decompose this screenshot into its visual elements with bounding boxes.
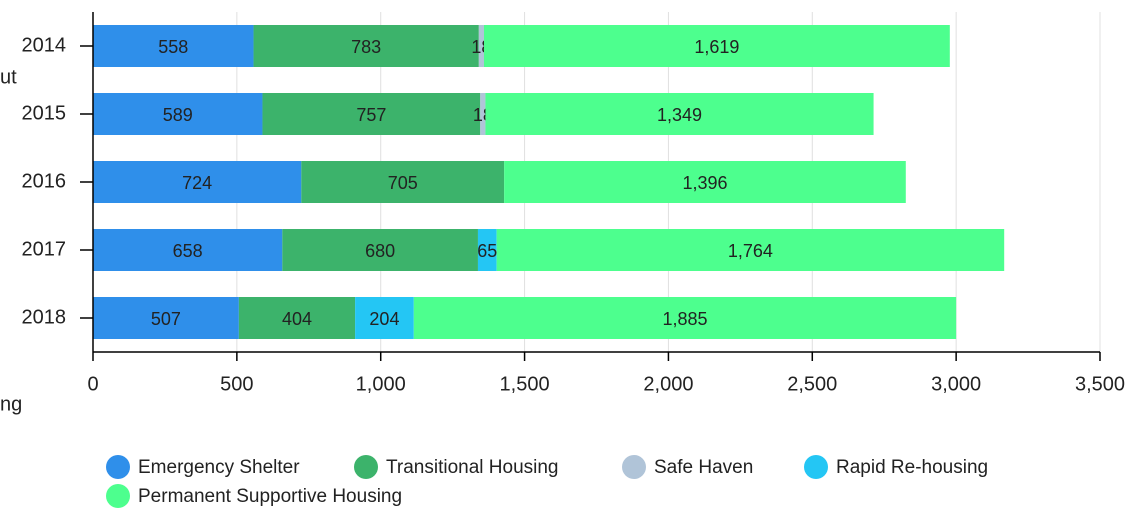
x-tick-label: 0 bbox=[87, 373, 98, 395]
bar-segment bbox=[485, 93, 874, 135]
data-label: 658 bbox=[173, 241, 203, 261]
bar-segment bbox=[496, 229, 1005, 271]
x-tick-label: 1,500 bbox=[500, 373, 550, 395]
bar-segment bbox=[504, 161, 906, 203]
bar-segment bbox=[413, 297, 957, 339]
x-tick-label: 500 bbox=[220, 373, 253, 395]
data-label: 1,619 bbox=[694, 37, 739, 57]
legend-swatch bbox=[622, 455, 646, 479]
legend-label: Transitional Housing bbox=[386, 457, 559, 478]
bar-segment bbox=[355, 297, 414, 339]
bar-segment bbox=[262, 93, 481, 135]
legend-label: Rapid Re-housing bbox=[836, 457, 988, 478]
legend-label: Emergency Shelter bbox=[138, 457, 300, 478]
annotation: ng bbox=[0, 393, 22, 415]
data-label: 705 bbox=[388, 173, 418, 193]
y-tick-label: 2016 bbox=[22, 170, 67, 192]
bar-segment bbox=[93, 25, 254, 67]
data-label: 757 bbox=[356, 105, 386, 125]
bar-segment bbox=[484, 25, 950, 67]
legend-label: Safe Haven bbox=[654, 457, 753, 478]
legend-swatch bbox=[106, 455, 130, 479]
data-label: 680 bbox=[365, 241, 395, 261]
x-tick-label: 3,500 bbox=[1075, 373, 1125, 395]
x-tick-label: 1,000 bbox=[356, 373, 406, 395]
data-label: 558 bbox=[158, 37, 188, 57]
y-tick-label: 2014 bbox=[22, 34, 67, 56]
data-label: 783 bbox=[351, 37, 381, 57]
legend-swatch bbox=[106, 484, 130, 508]
bar-segment bbox=[480, 93, 486, 135]
bar-segment bbox=[282, 229, 478, 271]
annotation: ut bbox=[0, 66, 17, 88]
bar-segment bbox=[477, 229, 497, 271]
bar-segment bbox=[93, 93, 263, 135]
data-label: 204 bbox=[369, 309, 399, 329]
y-tick-label: 2017 bbox=[22, 238, 67, 260]
x-tick-label: 2,000 bbox=[643, 373, 693, 395]
data-label: 1,349 bbox=[657, 105, 702, 125]
bar-segment bbox=[93, 161, 302, 203]
x-tick-label: 3,000 bbox=[931, 373, 981, 395]
data-label: 404 bbox=[282, 309, 312, 329]
bar-segment bbox=[238, 297, 356, 339]
bar-segment bbox=[301, 161, 505, 203]
bar-segment bbox=[93, 297, 239, 339]
legend-swatch bbox=[804, 455, 828, 479]
data-label: 65 bbox=[477, 241, 497, 261]
data-label: 724 bbox=[182, 173, 212, 193]
data-label: 589 bbox=[163, 105, 193, 125]
y-tick-label: 2015 bbox=[22, 102, 67, 124]
bar-segment bbox=[478, 25, 485, 67]
data-label: 1,396 bbox=[682, 173, 727, 193]
bar-segment bbox=[253, 25, 479, 67]
legend-swatch bbox=[354, 455, 378, 479]
legend-label: Permanent Supportive Housing bbox=[138, 486, 402, 507]
data-label: 1,885 bbox=[662, 309, 707, 329]
data-label: 507 bbox=[151, 309, 181, 329]
data-label: 1,764 bbox=[728, 241, 773, 261]
y-tick-label: 2018 bbox=[22, 306, 67, 328]
x-tick-label: 2,500 bbox=[787, 373, 837, 395]
bar-segment bbox=[93, 229, 283, 271]
